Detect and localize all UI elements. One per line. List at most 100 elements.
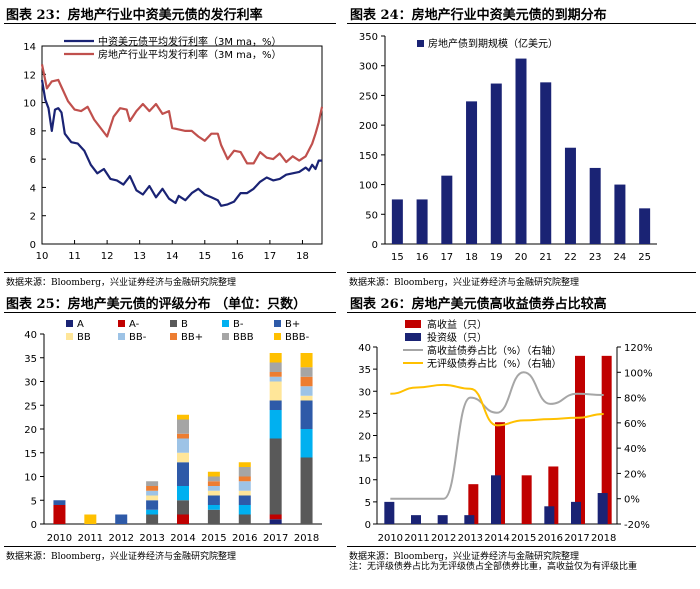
y-tick-label: 30 <box>24 378 37 389</box>
legend-swatch <box>66 333 73 340</box>
y-tick-label: 12 <box>23 70 36 81</box>
chart-26-plot: 0 5 10 15 20 25 30 35 40 -20% 0% 20% 40% 60% 80% 100% 12… <box>358 318 653 544</box>
bar <box>416 199 428 244</box>
x-tick-label: 16 <box>231 251 244 262</box>
chart-25-title: 图表 25：房地产美元债的评级分布 （单位：只数） <box>6 297 307 312</box>
legend-swatch <box>222 320 229 327</box>
stacked-bar-segment <box>238 514 251 524</box>
y-tick-label: 35 <box>24 354 37 365</box>
chart-26-source-rule <box>347 546 696 547</box>
legend-label: B- <box>233 319 244 330</box>
x-tick-label: 16 <box>416 252 429 263</box>
bar <box>564 147 576 244</box>
legend-swatch <box>66 320 73 327</box>
legend-label: A- <box>129 319 140 330</box>
stacked-bar-segment <box>300 429 313 458</box>
chart-23-source: 数据来源：Bloomberg，兴业证券经济与金融研究院整理 <box>6 278 237 288</box>
stacked-bar-segment <box>146 500 159 510</box>
stacked-bar-segment <box>207 505 220 510</box>
y-tick-label: 0 <box>372 240 378 251</box>
y2-tick-label: 60% <box>624 419 646 430</box>
x-tick-label: 2011 <box>78 533 103 544</box>
x-tick-label: 15 <box>198 251 211 262</box>
stacked-bar-segment <box>269 438 282 515</box>
series-line-2 <box>390 383 604 427</box>
chart-25-source: 数据来源：Bloomberg，兴业证券经济与金融研究院整理 <box>6 552 237 562</box>
x-tick-label: 2010 <box>47 533 72 544</box>
bar <box>614 184 626 244</box>
y-tick-label: 250 <box>359 91 378 102</box>
bar <box>515 58 527 244</box>
y-tick-label: 0 <box>365 520 371 531</box>
legend-label: 无评级债券占比（%）（右轴） <box>427 357 562 370</box>
legend-label: BB <box>77 332 91 343</box>
bar <box>639 208 651 244</box>
stacked-bar-segment <box>177 433 189 439</box>
x-tick-label: 18 <box>296 251 309 262</box>
x-tick-label: 2016 <box>538 533 563 544</box>
chart-26-note: 注：无评级债券占比为无评级债占全部债券比重，高收益仅为有评级比重 <box>349 562 638 572</box>
stacked-bar-segment <box>177 438 189 453</box>
bar <box>490 83 502 244</box>
y-tick-label: 14 <box>23 42 36 53</box>
series-line-1 <box>40 79 322 207</box>
legend-label: 投资级（只） <box>427 331 487 344</box>
chart-24-source: 数据来源：Bloomberg，兴业证券经济与金融研究院整理 <box>349 278 580 288</box>
bar <box>391 199 403 244</box>
y2-tick-label: 0% <box>624 495 640 506</box>
stacked-bar-segment <box>269 353 282 363</box>
legend-label: BB+ <box>181 332 203 343</box>
bar-high-yield <box>548 466 559 524</box>
x-tick-label: 2018 <box>294 533 319 544</box>
bar-investment-grade <box>544 506 555 524</box>
y-tick-label: 35 <box>358 365 371 376</box>
series-line-1 <box>390 371 604 500</box>
x-tick-label: 2014 <box>170 533 195 544</box>
stacked-bar-segment <box>177 452 189 463</box>
stacked-bar-segment <box>146 514 159 524</box>
y-tick-label: 25 <box>24 401 37 412</box>
stacked-bar-segment <box>269 400 282 410</box>
y-tick-label: 2 <box>30 212 36 223</box>
x-tick-label: 2018 <box>591 533 616 544</box>
x-tick-label: 11 <box>68 251 81 262</box>
x-tick-label: 2012 <box>108 533 133 544</box>
bar-investment-grade <box>571 501 581 524</box>
stacked-bar-segment <box>269 381 282 401</box>
y-tick-label: 15 <box>358 454 371 465</box>
x-tick-label: 2010 <box>378 533 403 544</box>
y-tick-label: 4 <box>30 183 36 194</box>
stacked-bar-segment <box>53 505 66 524</box>
bar-investment-grade <box>464 515 475 524</box>
legend-label: 房地产行业平均发行利率（3M ma，%） <box>98 48 282 61</box>
legend-label: BB- <box>129 332 147 343</box>
y-tick-label: 25 <box>358 409 371 420</box>
x-tick-label: 18 <box>465 252 478 263</box>
y-tick-label: 15 <box>24 449 37 460</box>
y-tick-label: 5 <box>31 496 37 507</box>
y-tick-label: 20 <box>24 425 37 436</box>
bar <box>589 167 601 244</box>
stacked-bar-segment <box>207 509 220 524</box>
x-tick-label: 2013 <box>458 533 483 544</box>
stacked-bar-segment <box>177 500 189 515</box>
y2-tick-label: 80% <box>624 394 646 405</box>
x-tick-label: 2013 <box>139 533 164 544</box>
stacked-bar-segment <box>269 519 282 524</box>
stacked-bar-segment <box>269 376 282 382</box>
y-tick-label: 10 <box>358 476 371 487</box>
y-tick-label: 10 <box>24 473 37 484</box>
stacked-bar-segment <box>269 410 282 439</box>
stacked-bar-segment <box>300 395 313 401</box>
y2-tick-label: 120% <box>624 343 653 354</box>
legend-swatch <box>222 333 229 340</box>
x-tick-label: 2012 <box>431 533 456 544</box>
y-tick-label: 150 <box>359 151 378 162</box>
chart-24-source-rule <box>347 272 696 273</box>
chart-23-frame <box>41 45 323 245</box>
x-tick-label: 25 <box>638 252 651 263</box>
bar-high-yield <box>521 475 532 524</box>
y-tick-label: 350 <box>359 32 378 43</box>
stacked-bar-segment <box>177 419 189 434</box>
y-tick-label: 300 <box>359 62 378 73</box>
